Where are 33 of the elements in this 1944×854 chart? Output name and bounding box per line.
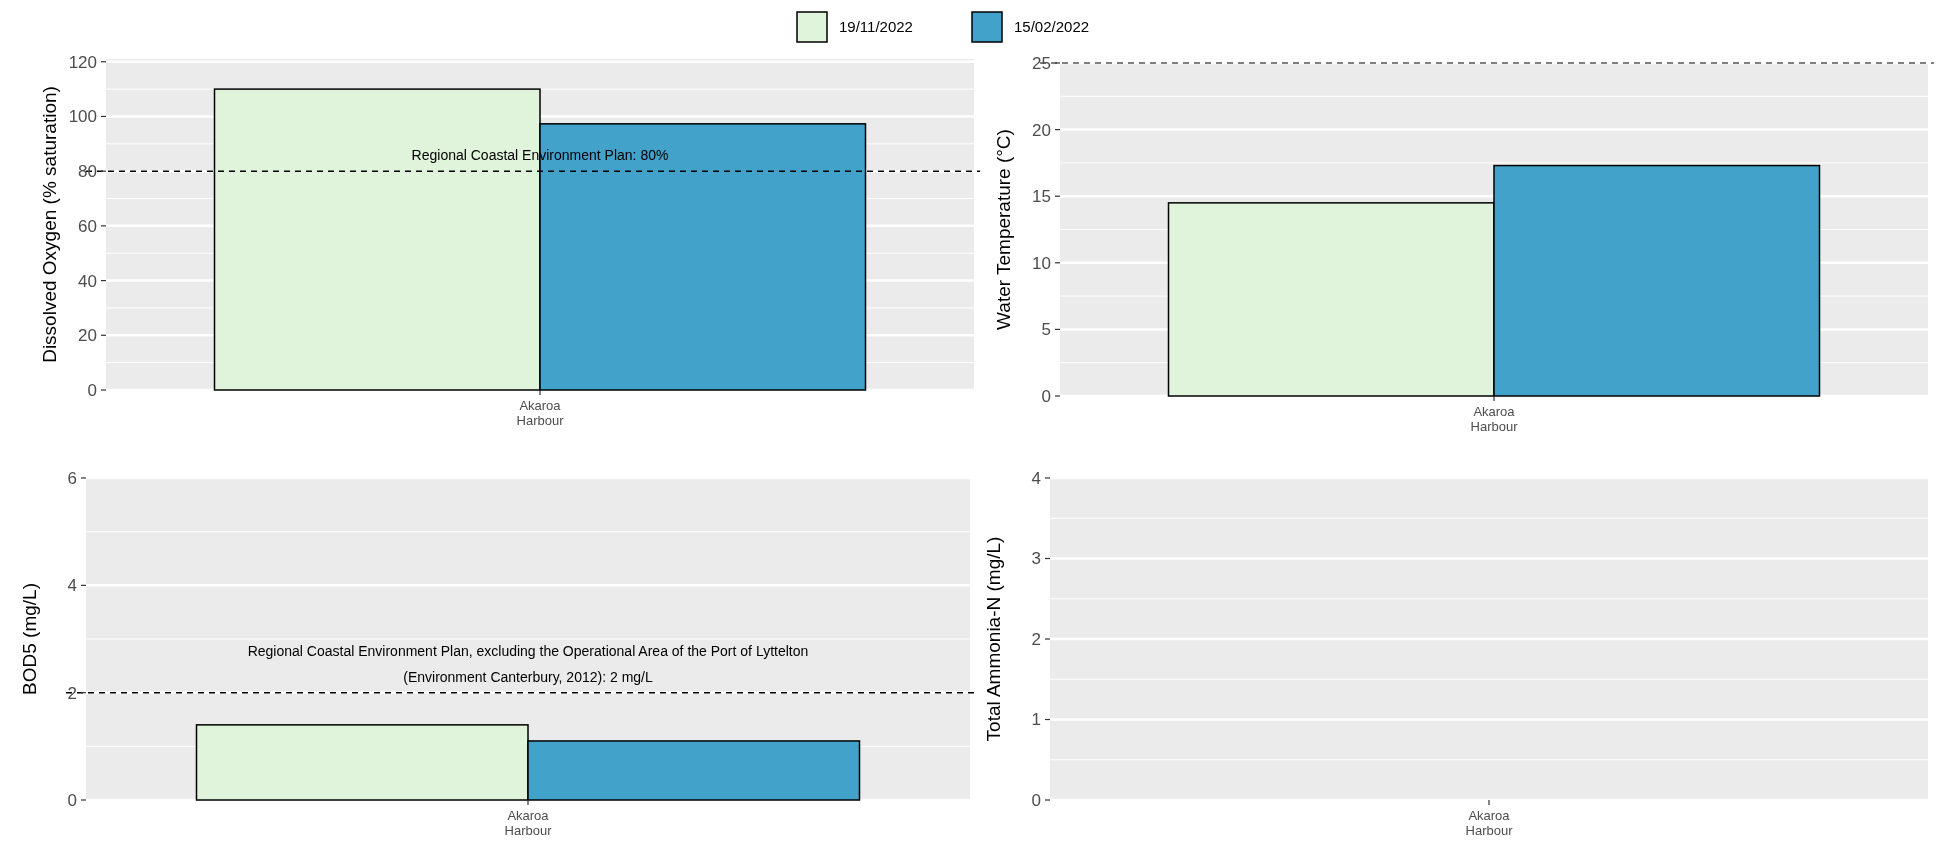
- y-tick-label: 10: [1032, 253, 1051, 273]
- y-tick-label: 1: [1031, 710, 1041, 730]
- y-tick-label: 0: [67, 790, 77, 810]
- y-tick-label: 15: [1032, 187, 1051, 207]
- y-tick-label: 120: [68, 52, 97, 72]
- y-tick-label: 40: [78, 271, 97, 291]
- x-tick-label: Akaroa Harbour: [504, 808, 553, 838]
- ref-line-label: Regional Coastal Environment Plan, excluding the Operational Area of the Port of Lyttelton (Environment Canterbury, 2012): 2 mg/L: [247, 642, 809, 685]
- y-tick-label: 6: [67, 468, 77, 488]
- y-axis-title: Total Ammonia-N (mg/L): [983, 536, 1004, 742]
- y-tick-label: 100: [68, 107, 97, 127]
- y-tick-label: 60: [78, 216, 97, 236]
- legend-label: 19/11/2022: [839, 18, 913, 36]
- x-tick-label: Akaroa Harbour: [516, 398, 565, 428]
- y-tick-label: 20: [1032, 120, 1051, 140]
- y-tick-label: 25: [1032, 53, 1051, 73]
- y-axis-title: Dissolved Oxygen (% saturation): [39, 86, 60, 363]
- y-axis-title: BOD5 (mg/L): [19, 583, 40, 695]
- y-tick-label: 80: [78, 162, 97, 182]
- x-tick-label: Akaroa Harbour: [1465, 808, 1514, 838]
- y-tick-label: 5: [1041, 320, 1051, 340]
- y-tick-label: 2: [1031, 629, 1041, 649]
- y-tick-label: 20: [78, 326, 97, 346]
- y-tick-label: 0: [1041, 386, 1051, 406]
- y-tick-label: 3: [1031, 549, 1041, 569]
- y-tick-label: 0: [1031, 790, 1041, 810]
- y-tick-label: 4: [1031, 468, 1041, 488]
- x-tick-label: Akaroa Harbour: [1470, 404, 1519, 434]
- legend-label: 15/02/2022: [1014, 18, 1090, 36]
- y-axis-title: Water Temperature (°C): [993, 129, 1014, 330]
- y-tick-label: 0: [87, 380, 97, 400]
- y-tick-label: 2: [67, 683, 77, 703]
- y-tick-label: 4: [67, 576, 77, 596]
